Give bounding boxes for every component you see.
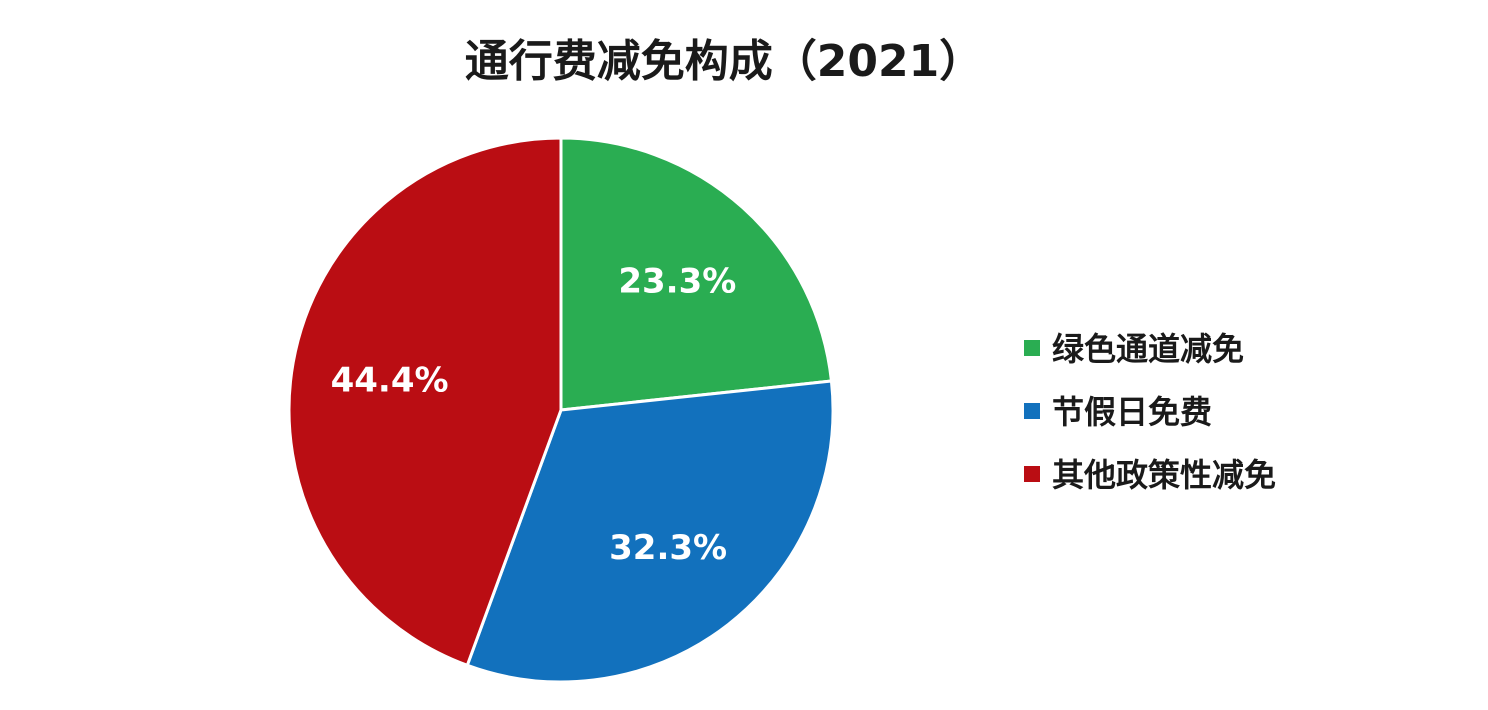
- legend-label: 绿色通道减免: [1052, 330, 1244, 368]
- pie-slices: [287, 136, 835, 684]
- pie-slice-green-channel: [559, 136, 833, 412]
- chart-title: 通行费减免构成（2021）: [465, 36, 983, 87]
- pie-slice-other-policy: [287, 136, 563, 667]
- slice-label-other-policy: 44.4%: [331, 361, 449, 401]
- slice-label-holiday-free: 32.3%: [609, 528, 727, 568]
- legend-swatch: [1024, 340, 1040, 356]
- legend-label: 节假日免费: [1052, 393, 1212, 431]
- pie-slice-labels: 23.3% 32.3% 44.4%: [331, 262, 737, 569]
- legend-label: 其他政策性减免: [1052, 456, 1276, 494]
- pie-slice-holiday-free: [465, 379, 835, 684]
- legend-swatch: [1024, 403, 1040, 419]
- legend-item-other-policy: 其他政策性减免: [1024, 456, 1276, 494]
- legend-item-holiday-free: 节假日免费: [1024, 393, 1212, 431]
- slice-label-green-channel: 23.3%: [618, 262, 736, 302]
- legend-item-green-channel: 绿色通道减免: [1024, 330, 1244, 368]
- legend-swatch: [1024, 466, 1040, 482]
